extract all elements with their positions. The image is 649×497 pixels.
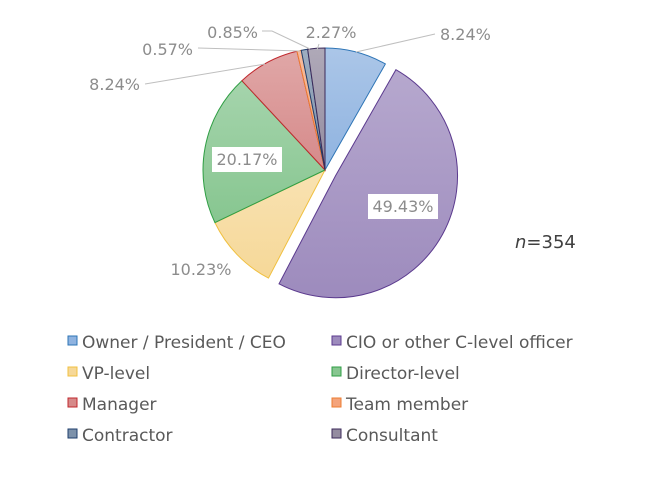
leader-lines [144, 30, 436, 85]
leader-line [316, 43, 320, 51]
data-label-box [212, 147, 282, 172]
legend-label: Manager [82, 395, 157, 415]
data-label-box [368, 194, 438, 219]
data-label: 20.17% [216, 150, 277, 169]
legend-swatch [331, 366, 342, 377]
pie-slice [278, 69, 459, 299]
legend-swatch [67, 428, 78, 439]
legend-label: Consultant [346, 426, 438, 446]
legend-swatch [331, 335, 342, 346]
legend-label: Contractor [82, 426, 173, 446]
legend-swatch [331, 428, 342, 439]
data-label: 0.85% [207, 23, 258, 42]
legend-swatch [67, 335, 78, 346]
legend-swatch [67, 397, 78, 408]
leader-line [144, 63, 266, 85]
legend-swatch [67, 366, 78, 377]
data-label: 8.24% [440, 25, 491, 44]
legend: Owner / President / CEO CIO or other C-le… [67, 333, 573, 446]
legend-label: VP-level [82, 364, 150, 384]
leader-line [355, 33, 436, 53]
pie-slices [202, 47, 459, 299]
legend-label: Team member [345, 395, 468, 415]
legend-label: Director-level [346, 364, 460, 384]
leader-line [197, 47, 301, 52]
data-label: 0.57% [142, 40, 193, 59]
leader-line [262, 30, 311, 50]
data-label: 8.24% [89, 75, 140, 94]
data-label: 49.43% [372, 197, 433, 216]
data-label: 2.27% [306, 23, 357, 42]
sample-size-annotation: n=354 [515, 232, 576, 253]
data-labels: 8.24%49.43%10.23%20.17%8.24%0.57%0.85% 2.… [89, 23, 491, 279]
data-label: 10.23% [170, 260, 231, 279]
legend-swatch [331, 397, 342, 408]
pie-slice [214, 168, 327, 279]
legend-label: CIO or other C-level officer [346, 333, 573, 353]
legend-label: Owner / President / CEO [82, 333, 286, 353]
pie-slice [307, 47, 326, 171]
